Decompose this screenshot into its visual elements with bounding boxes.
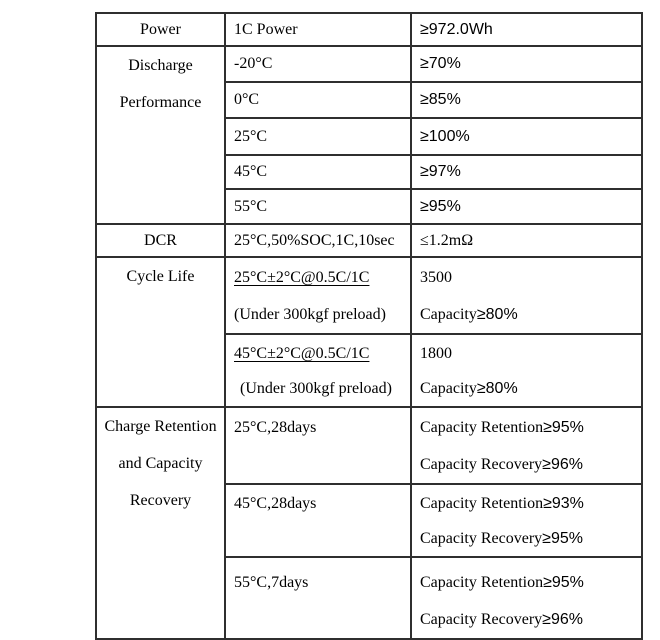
recovery-label: Capacity Recovery [420, 530, 543, 547]
cycle-capacity-value: ≥80% [476, 306, 518, 323]
cycle-condition-spec: 45°C±2°C@0.5C/1C [234, 345, 370, 362]
power-value-cell: ≥972.0Wh [410, 12, 643, 47]
dcr-category-cell: DCR [95, 223, 226, 258]
discharge-condition-cell: -20°C [224, 45, 412, 83]
cycle-condition-spec: 25°C±2°C@0.5C/1C [234, 269, 370, 286]
cycle-value-cell: 3500 Capacity≥80% [410, 256, 643, 335]
row-power: Power 1C Power ≥972.0Wh [95, 12, 643, 47]
charge-condition-cell: 25°C,28days [224, 406, 412, 485]
charge-label-line2: and Capacity [118, 455, 203, 472]
cycle-capacity-value: ≥80% [476, 380, 518, 397]
charge-label-line3: Recovery [129, 492, 192, 509]
battery-spec-table: Power 1C Power ≥972.0Wh Discharge Perfor… [95, 12, 643, 640]
cycle-condition-cell: 25°C±2°C@0.5C/1C (Under 300kgf preload) [224, 256, 412, 335]
dcr-value-cell: ≤1.2mΩ [410, 223, 643, 258]
cycle-label: Cycle Life [126, 268, 195, 285]
dcr-condition-cell: 25°C,50%SOC,1C,10sec [224, 223, 412, 258]
row-discharge-0: 0°C ≥85% [96, 81, 643, 119]
row-cycle-45: 45°C±2°C@0.5C/1C (Under 300kgf preload) … [96, 333, 643, 408]
row-discharge-55: 55°C ≥95% [96, 188, 643, 225]
discharge-condition-cell: 55°C [224, 188, 412, 225]
row-charge-55-7days: 55°C,7days Capacity Retention≥95% Capaci… [96, 556, 643, 640]
charge-value-cell: Capacity Retention≥93% Capacity Recovery… [410, 483, 643, 558]
row-discharge-minus20: Discharge Performance -20°C ≥70% [95, 45, 643, 225]
retention-value: ≥93% [543, 495, 584, 512]
retention-label: Capacity Retention [420, 574, 544, 591]
recovery-value: ≥96% [542, 611, 583, 628]
discharge-condition-cell: 45°C [224, 154, 412, 190]
discharge-value-cell: ≥100% [410, 117, 643, 156]
discharge-value-cell: ≥70% [410, 45, 643, 83]
discharge-value-cell: ≥95% [410, 188, 643, 225]
row-discharge-45: 45°C ≥97% [96, 154, 643, 190]
retention-label: Capacity Retention [420, 495, 544, 512]
charge-condition-cell: 55°C,7days [224, 556, 412, 640]
charge-value-cell: Capacity Retention≥95% Capacity Recovery… [410, 556, 643, 640]
cycle-count: 1800 [420, 345, 452, 362]
power-category-cell: Power [95, 12, 226, 47]
row-discharge-25: 25°C ≥100% [96, 117, 643, 156]
discharge-value-cell: ≥85% [410, 81, 643, 119]
power-condition-cell: 1C Power [224, 12, 412, 47]
recovery-value: ≥96% [542, 456, 583, 473]
row-cycle-25: Cycle Life 25°C±2°C@0.5C/1C (Under 300kg… [95, 256, 643, 408]
cycle-condition-note: (Under 300kgf preload) [240, 380, 392, 397]
charge-label-line1: Charge Retention [104, 418, 217, 435]
cycle-capacity-label: Capacity [420, 380, 477, 397]
cycle-condition-note: (Under 300kgf preload) [234, 306, 386, 323]
discharge-label-line2: Performance [119, 94, 202, 111]
retention-value: ≥95% [543, 574, 584, 591]
discharge-category-cell: Discharge Performance [95, 45, 226, 225]
discharge-condition-cell: 0°C [224, 81, 412, 119]
discharge-value-cell: ≥97% [410, 154, 643, 190]
row-dcr: DCR 25°C,50%SOC,1C,10sec ≤1.2mΩ [95, 223, 643, 258]
discharge-condition-cell: 25°C [224, 117, 412, 156]
cycle-category-cell: Cycle Life [95, 256, 226, 408]
discharge-label-line1: Discharge [128, 57, 193, 74]
row-charge-25-28days: Charge Retention and Capacity Recovery 2… [95, 406, 643, 640]
charge-value-cell: Capacity Retention≥95% Capacity Recovery… [410, 406, 643, 485]
cycle-capacity-label: Capacity [420, 306, 477, 323]
cycle-count: 3500 [420, 269, 452, 286]
retention-label: Capacity Retention [420, 419, 544, 436]
cycle-value-cell: 1800 Capacity≥80% [410, 333, 643, 408]
row-charge-45-28days: 45°C,28days Capacity Retention≥93% Capac… [96, 483, 643, 558]
recovery-value: ≥95% [542, 530, 583, 547]
recovery-label: Capacity Recovery [420, 456, 543, 473]
recovery-label: Capacity Recovery [420, 611, 543, 628]
charge-category-cell: Charge Retention and Capacity Recovery [95, 406, 226, 640]
cycle-condition-cell: 45°C±2°C@0.5C/1C (Under 300kgf preload) [224, 333, 412, 408]
charge-condition-cell: 45°C,28days [224, 483, 412, 558]
retention-value: ≥95% [543, 419, 584, 436]
